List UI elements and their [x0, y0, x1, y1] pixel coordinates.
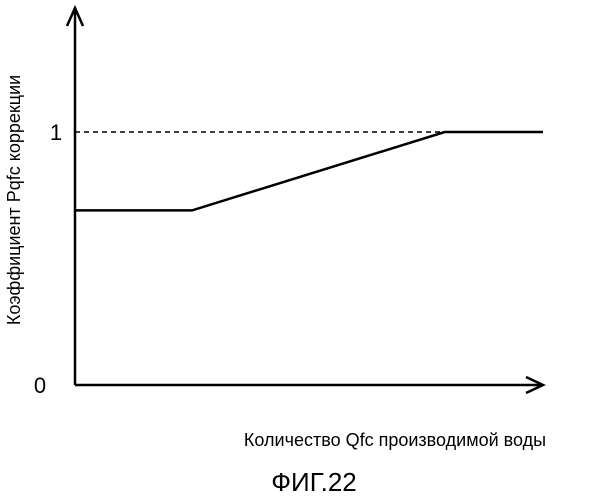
y-tick-label-1: 1: [50, 120, 62, 145]
x-axis-label: Количество Qfc производимой воды: [244, 430, 546, 450]
figure-label: ФИГ.22: [271, 467, 357, 497]
y-tick-label-0: 0: [34, 373, 46, 398]
series-line: [75, 132, 543, 210]
y-axis-label: Коэффициент Pqfc коррекции: [4, 75, 24, 325]
